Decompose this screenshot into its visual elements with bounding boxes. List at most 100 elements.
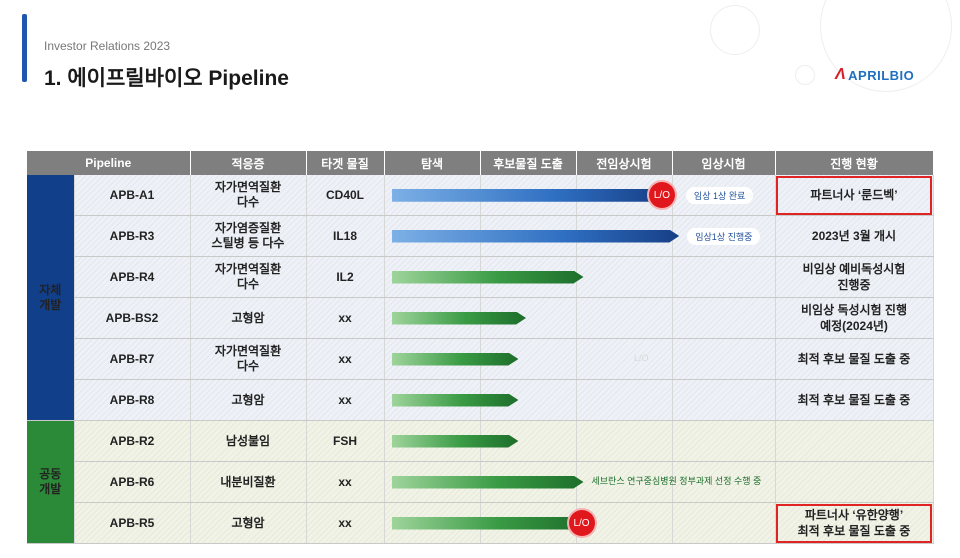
stage-preclinical <box>576 215 673 257</box>
target-molecule: CD40L <box>306 175 385 216</box>
target-molecule: xx <box>306 461 385 503</box>
stage-clinical <box>672 175 776 216</box>
table-row: 공동 개발 APB-R2 남성불임 FSH <box>27 420 934 544</box>
stage-preclinical <box>576 379 673 421</box>
stage-discovery <box>384 420 481 462</box>
pipeline-name: APB-R3 <box>74 215 191 257</box>
pipeline-name: APB-R5 <box>74 502 191 544</box>
stage-clinical <box>672 338 776 380</box>
logo-text: APRILBIO <box>848 67 915 83</box>
progress-status <box>775 461 934 503</box>
pipeline-name: APB-R7 <box>74 338 191 380</box>
pipeline-name: APB-R8 <box>74 379 191 421</box>
stage-clinical <box>672 461 776 503</box>
target-molecule: FSH <box>306 420 385 462</box>
indication: 자가면역질환 다수 <box>190 175 307 216</box>
stage-discovery <box>384 175 481 216</box>
stage-candidate <box>480 215 577 257</box>
table-row: APB-R6 내분비질환 xx <box>27 461 934 503</box>
column-header: 적응증 <box>190 151 307 175</box>
target-molecule: xx <box>306 379 385 421</box>
target-molecule: IL18 <box>306 215 385 257</box>
indication: 고형암 <box>190 379 307 421</box>
progress-status: 파트너사 ‘룬드벡’ <box>775 175 934 216</box>
stage-discovery <box>384 256 481 298</box>
progress-status: 비임상 예비독성시험 진행중 <box>775 256 934 298</box>
column-header: 타겟 물질 <box>306 151 385 175</box>
target-molecule: IL2 <box>306 256 385 298</box>
stage-clinical <box>672 297 776 339</box>
decorative-circle <box>795 65 815 85</box>
pipeline-name: APB-R2 <box>74 420 191 462</box>
stage-candidate <box>480 420 577 462</box>
stage-discovery <box>384 215 481 257</box>
progress-status: 최적 후보 물질 도출 중 <box>775 338 934 380</box>
progress-status: 최적 후보 물질 도출 중 <box>775 379 934 421</box>
progress-status: 2023년 3월 개시 <box>775 215 934 257</box>
table-row: APB-R5 고형암 xx 파트너사 ‘유한양행’ 최적 후보 물질 도출 중 <box>27 502 934 544</box>
stage-preclinical <box>576 461 673 503</box>
page-subtitle: Investor Relations 2023 <box>44 39 171 53</box>
target-molecule: xx <box>306 338 385 380</box>
column-header: 임상시험 <box>672 151 776 175</box>
table-row: APB-R4 자가면역질환 다수 IL2 비임상 예비독성시험 진행중 <box>27 256 934 298</box>
pipeline-table: Pipeline 적응증 타겟 물질 탐색 후보물질 도출 전임상시험 임상시험… <box>27 151 934 544</box>
stage-candidate <box>480 379 577 421</box>
pipeline-name: APB-R4 <box>74 256 191 298</box>
stage-discovery <box>384 338 481 380</box>
stage-candidate <box>480 297 577 339</box>
stage-clinical <box>672 420 776 462</box>
stage-preclinical <box>576 256 673 298</box>
group-label: 공동 개발 <box>27 420 75 544</box>
stage-preclinical <box>576 175 673 216</box>
indication: 고형암 <box>190 502 307 544</box>
company-logo: Λ APRILBIO <box>835 66 914 84</box>
indication: 남성불임 <box>190 420 307 462</box>
indication: 자가염증질환 스틸병 등 다수 <box>190 215 307 257</box>
stage-clinical <box>672 379 776 421</box>
progress-status: 파트너사 ‘유한양행’ 최적 후보 물질 도출 중 <box>775 502 934 544</box>
stage-candidate <box>480 175 577 216</box>
stage-preclinical <box>576 297 673 339</box>
table-row: APB-R8 고형암 xx 최적 후보 물질 도출 중 <box>27 379 934 421</box>
stage-discovery <box>384 297 481 339</box>
accent-bar <box>22 14 27 82</box>
table-row: APB-BS2 고형암 xx 비임상 독성시험 진행 예정(2024년) <box>27 297 934 339</box>
column-header: 진행 현황 <box>775 151 934 175</box>
indication: 고형암 <box>190 297 307 339</box>
target-molecule: xx <box>306 502 385 544</box>
stage-preclinical <box>576 420 673 462</box>
stage-preclinical <box>576 338 673 380</box>
stage-clinical <box>672 502 776 544</box>
stage-clinical <box>672 256 776 298</box>
pipeline-name: APB-R6 <box>74 461 191 503</box>
stage-discovery <box>384 502 481 544</box>
table-row: APB-R7 자가면역질환 다수 xx 최적 후보 물질 도출 중 <box>27 338 934 380</box>
pipeline-name: APB-A1 <box>74 175 191 216</box>
pipeline-name: APB-BS2 <box>74 297 191 339</box>
logo-mark-icon: Λ <box>835 66 847 83</box>
stage-candidate <box>480 256 577 298</box>
stage-candidate <box>480 502 577 544</box>
indication: 자가면역질환 다수 <box>190 256 307 298</box>
decorative-circle <box>710 5 760 55</box>
indication: 자가면역질환 다수 <box>190 338 307 380</box>
progress-status: 비임상 독성시험 진행 예정(2024년) <box>775 297 934 339</box>
progress-status <box>775 420 934 462</box>
stage-discovery <box>384 461 481 503</box>
column-header: 후보물질 도출 <box>480 151 577 175</box>
stage-discovery <box>384 379 481 421</box>
indication: 내분비질환 <box>190 461 307 503</box>
column-header: 전임상시험 <box>576 151 673 175</box>
table-row: 자체 개발 APB-A1 자가면역질환 다수 CD40L 파트너사 ‘룬드벡’ <box>27 175 934 421</box>
stage-preclinical <box>576 502 673 544</box>
target-molecule: xx <box>306 297 385 339</box>
stage-candidate <box>480 338 577 380</box>
table-header-row: Pipeline 적응증 타겟 물질 탐색 후보물질 도출 전임상시험 임상시험… <box>27 151 934 175</box>
table-row: APB-R3 자가염증질환 스틸병 등 다수 IL18 2023년 3월 개시 <box>27 215 934 257</box>
column-header: 탐색 <box>384 151 481 175</box>
stage-candidate <box>480 461 577 503</box>
page-title: 1. 에이프릴바이오 Pipeline <box>44 67 289 90</box>
column-header: Pipeline <box>27 151 191 175</box>
group-label: 자체 개발 <box>27 175 75 421</box>
